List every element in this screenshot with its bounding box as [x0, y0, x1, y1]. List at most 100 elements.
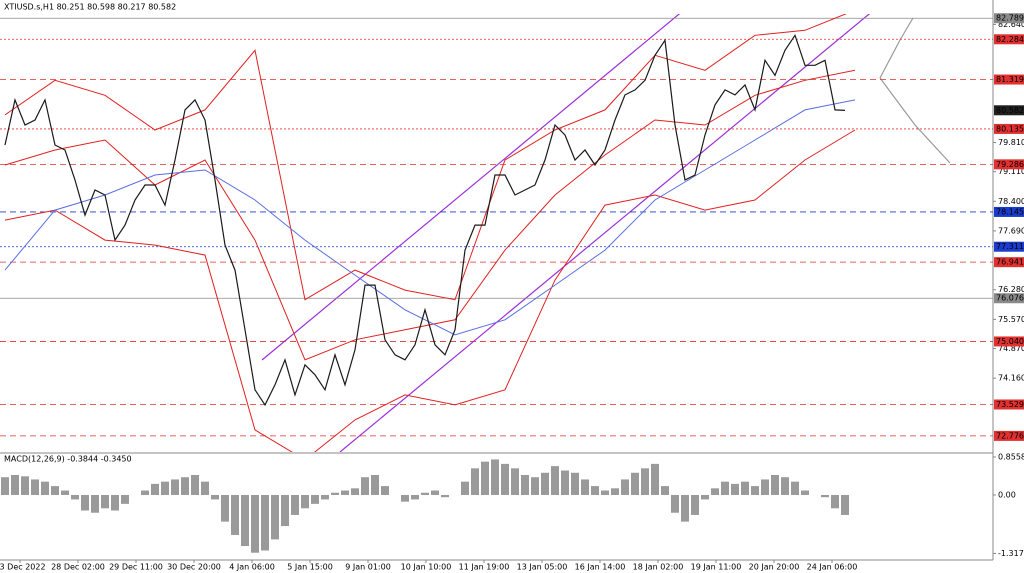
macd-bar: [241, 494, 249, 547]
y-tick-label: 75.570: [998, 315, 1024, 324]
macd-bar: [691, 494, 699, 515]
macd-bar: [531, 477, 539, 495]
y-tick-label: 74.870: [998, 344, 1024, 353]
macd-bar: [11, 474, 19, 495]
macd-tick-label: -1.3172: [998, 549, 1024, 558]
x-tick-label: 13 Jan 05:00: [517, 563, 568, 572]
level-label: 75.040: [996, 337, 1024, 346]
macd-bar: [51, 486, 59, 495]
level-label: 76.941: [996, 258, 1024, 267]
x-tick-label: 11 Jan 19:00: [459, 563, 510, 572]
price-line: [4, 33, 846, 407]
y-tick-label: 76.280: [998, 285, 1024, 294]
macd-bar: [651, 463, 659, 495]
macd-bar: [31, 479, 39, 495]
macd-bar: [601, 490, 609, 495]
y-tick-label: 79.110: [998, 167, 1024, 176]
x-tick-label: 24 Jan 06:00: [807, 563, 858, 572]
x-tick-label: 5 Jan 15:00: [287, 563, 333, 572]
macd-bar: [141, 490, 149, 495]
macd-bar: [541, 472, 549, 495]
macd-bar: [161, 481, 169, 495]
x-tick-label: 4 Jan 06:00: [229, 563, 275, 572]
macd-bar: [831, 494, 839, 509]
level-label: 82.789: [996, 14, 1024, 23]
level-label: 80.135: [996, 124, 1024, 133]
macd-bar: [771, 474, 779, 495]
macd-bar: [751, 486, 759, 495]
x-tick-label: 29 Dec 11:00: [109, 563, 163, 572]
macd-bar: [791, 481, 799, 495]
macd-bar: [341, 490, 349, 495]
indicator-line: [4, 99, 856, 336]
macd-bar: [401, 494, 409, 502]
macd-bar: [261, 494, 269, 551]
macd-bar: [111, 494, 119, 511]
level-label: 81.319: [996, 75, 1024, 84]
macd-bar: [711, 488, 719, 495]
level-label-bg: [994, 241, 1024, 252]
macd-bar: [191, 474, 199, 495]
macd-bar: [221, 494, 229, 522]
level-label: 79.286: [996, 160, 1024, 169]
macd-bar: [201, 481, 209, 495]
macd-bar: [311, 494, 319, 504]
level-label-bg: [994, 257, 1024, 268]
y-tick-label: 78.400: [998, 197, 1024, 206]
macd-bar: [431, 490, 439, 495]
macd-bar: [721, 481, 729, 495]
macd-bar: [641, 468, 649, 495]
macd-bar: [571, 472, 579, 495]
macd-bar: [151, 483, 159, 495]
macd-bar: [381, 486, 389, 495]
macd-bar: [251, 494, 259, 553]
macd-bar: [491, 459, 499, 495]
macd-bar: [841, 494, 849, 515]
macd-bar: [501, 463, 509, 495]
macd-tick-label: 0.00: [998, 490, 1016, 499]
macd-bar: [21, 476, 29, 495]
macd-bar: [681, 494, 689, 522]
macd-pane: [1, 459, 849, 553]
x-tick-label: 23 Dec 2022: [0, 563, 46, 572]
macd-tick-label: 0.8558: [998, 452, 1024, 461]
macd-bar: [291, 494, 299, 515]
level-label-bg: [994, 105, 1024, 116]
macd-bar: [121, 494, 129, 504]
macd-bar: [631, 472, 639, 495]
macd-bar: [801, 490, 809, 495]
macd-bar: [481, 461, 489, 495]
level-label: 78.145: [996, 207, 1024, 216]
x-tick-label: 19 Jan 11:00: [691, 563, 742, 572]
macd-bar: [211, 494, 219, 500]
macd-bar: [81, 494, 89, 511]
macd-bar: [611, 488, 619, 495]
macd-bar: [41, 481, 49, 495]
macd-bar: [91, 494, 99, 513]
level-label: 76.076: [996, 294, 1024, 303]
level-label-bg: [994, 74, 1024, 85]
level-label-bg: [994, 293, 1024, 304]
channel-upper: [261, 14, 681, 361]
macd-bar: [561, 470, 569, 495]
x-tick-label: 10 Jan 10:00: [401, 563, 452, 572]
x-tick-label: 16 Jan 14:00: [575, 563, 626, 572]
macd-bar: [661, 486, 669, 495]
macd-bar: [231, 494, 239, 535]
macd-bar: [421, 492, 429, 495]
macd-bar: [521, 474, 529, 495]
macd-bar: [371, 474, 379, 495]
macd-bar: [511, 468, 519, 495]
y-tick-label: 77.690: [998, 226, 1024, 235]
macd-bar: [671, 494, 679, 513]
x-tick-label: 20 Jan 20:00: [749, 563, 800, 572]
macd-title: MACD(12,26,9) -0.3844 -0.3450: [4, 455, 132, 464]
macd-bar: [271, 494, 279, 540]
macd-bar: [781, 477, 789, 495]
macd-bar: [101, 494, 109, 509]
macd-bar: [471, 468, 479, 495]
macd-bar: [621, 479, 629, 495]
level-label-bg: [994, 13, 1024, 24]
macd-bar: [321, 494, 329, 500]
level-label-bg: [994, 159, 1024, 170]
